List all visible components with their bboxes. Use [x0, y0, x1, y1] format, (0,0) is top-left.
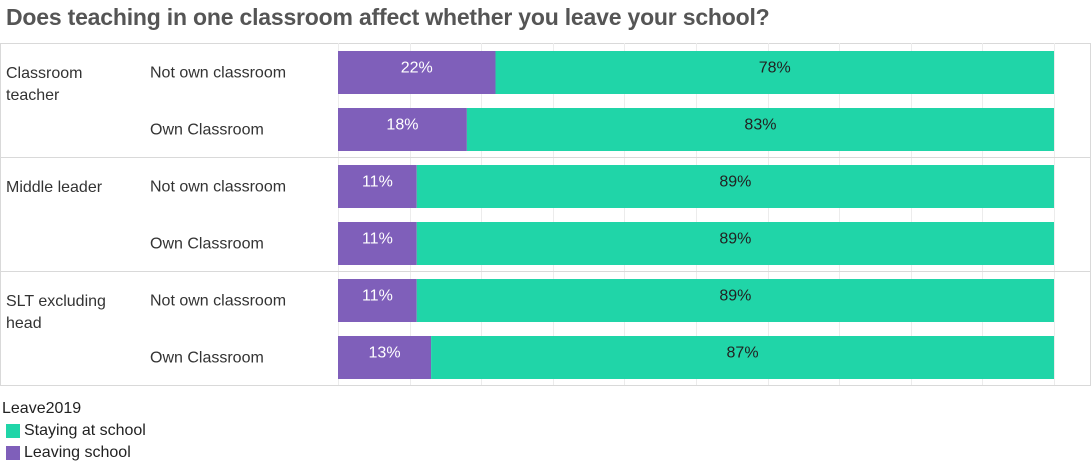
legend-label-staying: Staying at school — [24, 422, 146, 439]
row-label: Not own classroom — [150, 65, 286, 82]
bar-leaving — [338, 51, 496, 94]
legend: Leave2019 Staying at school Leaving scho… — [2, 398, 146, 464]
bar-staying — [416, 279, 1054, 322]
data-label-leaving: 18% — [386, 117, 418, 134]
row-label: Not own classroom — [150, 293, 286, 310]
legend-title: Leave2019 — [2, 400, 82, 417]
row-label: Own Classroom — [150, 122, 264, 139]
bar-leaving — [338, 165, 417, 208]
group-label-line: Classroom — [6, 65, 82, 82]
legend-swatch-staying — [6, 424, 20, 438]
data-label-staying: 89% — [719, 174, 751, 191]
data-label-staying: 87% — [727, 345, 759, 362]
group-label-line: SLT excluding — [6, 293, 106, 310]
legend-item-staying: Staying at school — [2, 420, 146, 442]
legend-item-leaving: Leaving school — [2, 442, 146, 464]
bar-leaving — [338, 108, 467, 151]
data-label-staying: 78% — [759, 60, 791, 77]
data-label-leaving: 13% — [369, 345, 401, 362]
bar-staying — [466, 108, 1054, 151]
bar-staying — [416, 222, 1054, 265]
legend-label-leaving: Leaving school — [24, 444, 131, 461]
row-label: Own Classroom — [150, 350, 264, 367]
data-label-staying: 89% — [719, 288, 751, 305]
row-label: Not own classroom — [150, 179, 286, 196]
data-label-leaving: 11% — [362, 288, 393, 305]
data-label-leaving: 11% — [362, 231, 393, 248]
bar-leaving — [338, 336, 432, 379]
data-label-leaving: 11% — [362, 174, 393, 191]
plot-frame — [0, 43, 1091, 386]
data-label-leaving: 22% — [401, 60, 433, 77]
group-label-line: teacher — [6, 87, 60, 104]
chart-title: Does teaching in one classroom affect wh… — [6, 4, 770, 30]
bar-staying — [431, 336, 1055, 379]
bar-leaving — [338, 279, 417, 322]
group-label-line: head — [6, 315, 42, 332]
bar-leaving — [338, 222, 417, 265]
data-label-staying: 83% — [744, 117, 776, 134]
group-label-line: Middle leader — [6, 179, 103, 196]
data-label-staying: 89% — [719, 231, 751, 248]
row-label: Own Classroom — [150, 236, 264, 253]
bar-staying — [416, 165, 1054, 208]
legend-swatch-leaving — [6, 446, 20, 460]
bar-staying — [495, 51, 1054, 94]
